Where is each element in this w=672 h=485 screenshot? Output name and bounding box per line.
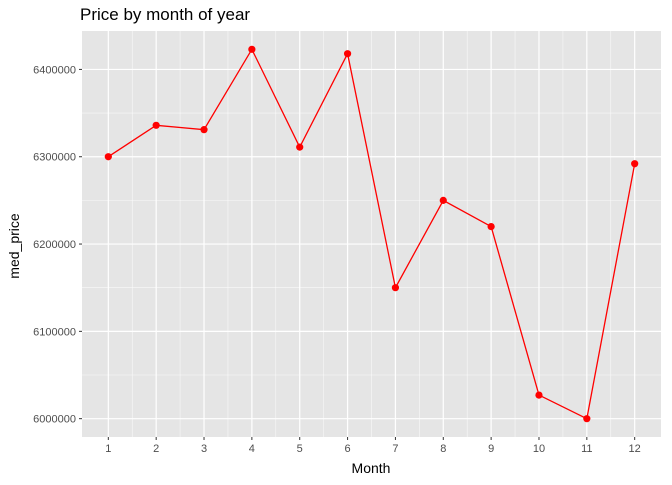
x-tick-label: 5 bbox=[297, 443, 303, 455]
chart-title: Price by month of year bbox=[80, 5, 250, 24]
data-point bbox=[583, 415, 591, 423]
data-point bbox=[631, 160, 639, 168]
x-tick-label: 3 bbox=[201, 443, 207, 455]
x-tick-label: 2 bbox=[153, 443, 159, 455]
x-tick-label: 4 bbox=[249, 443, 255, 455]
x-tick-label: 12 bbox=[629, 443, 641, 455]
y-axis-title: med_price bbox=[6, 213, 22, 279]
x-tick-label: 10 bbox=[533, 443, 545, 455]
data-point bbox=[200, 126, 208, 134]
x-tick-label: 6 bbox=[345, 443, 351, 455]
data-point bbox=[535, 391, 543, 399]
data-point bbox=[343, 50, 352, 58]
data-point bbox=[487, 222, 495, 231]
y-tick-label: 6100000 bbox=[33, 326, 76, 338]
x-tick-label: 1 bbox=[105, 443, 111, 455]
data-point bbox=[104, 153, 112, 161]
data-point bbox=[296, 143, 304, 151]
x-axis-title: Month bbox=[352, 460, 391, 476]
x-tick-label: 7 bbox=[392, 443, 398, 455]
data-point bbox=[439, 196, 447, 204]
series-line bbox=[107, 47, 636, 420]
y-tick-label: 6300000 bbox=[33, 152, 76, 164]
y-tick-label: 6000000 bbox=[33, 414, 76, 426]
x-tick-label: 8 bbox=[440, 443, 446, 455]
data-point bbox=[152, 121, 160, 129]
y-tick-label: 6400000 bbox=[33, 64, 76, 76]
data-point bbox=[391, 284, 400, 292]
data-point bbox=[248, 45, 256, 53]
x-tick-label: 9 bbox=[488, 443, 494, 455]
y-tick-label: 6200000 bbox=[33, 239, 76, 251]
x-tick-label: 11 bbox=[581, 443, 592, 455]
